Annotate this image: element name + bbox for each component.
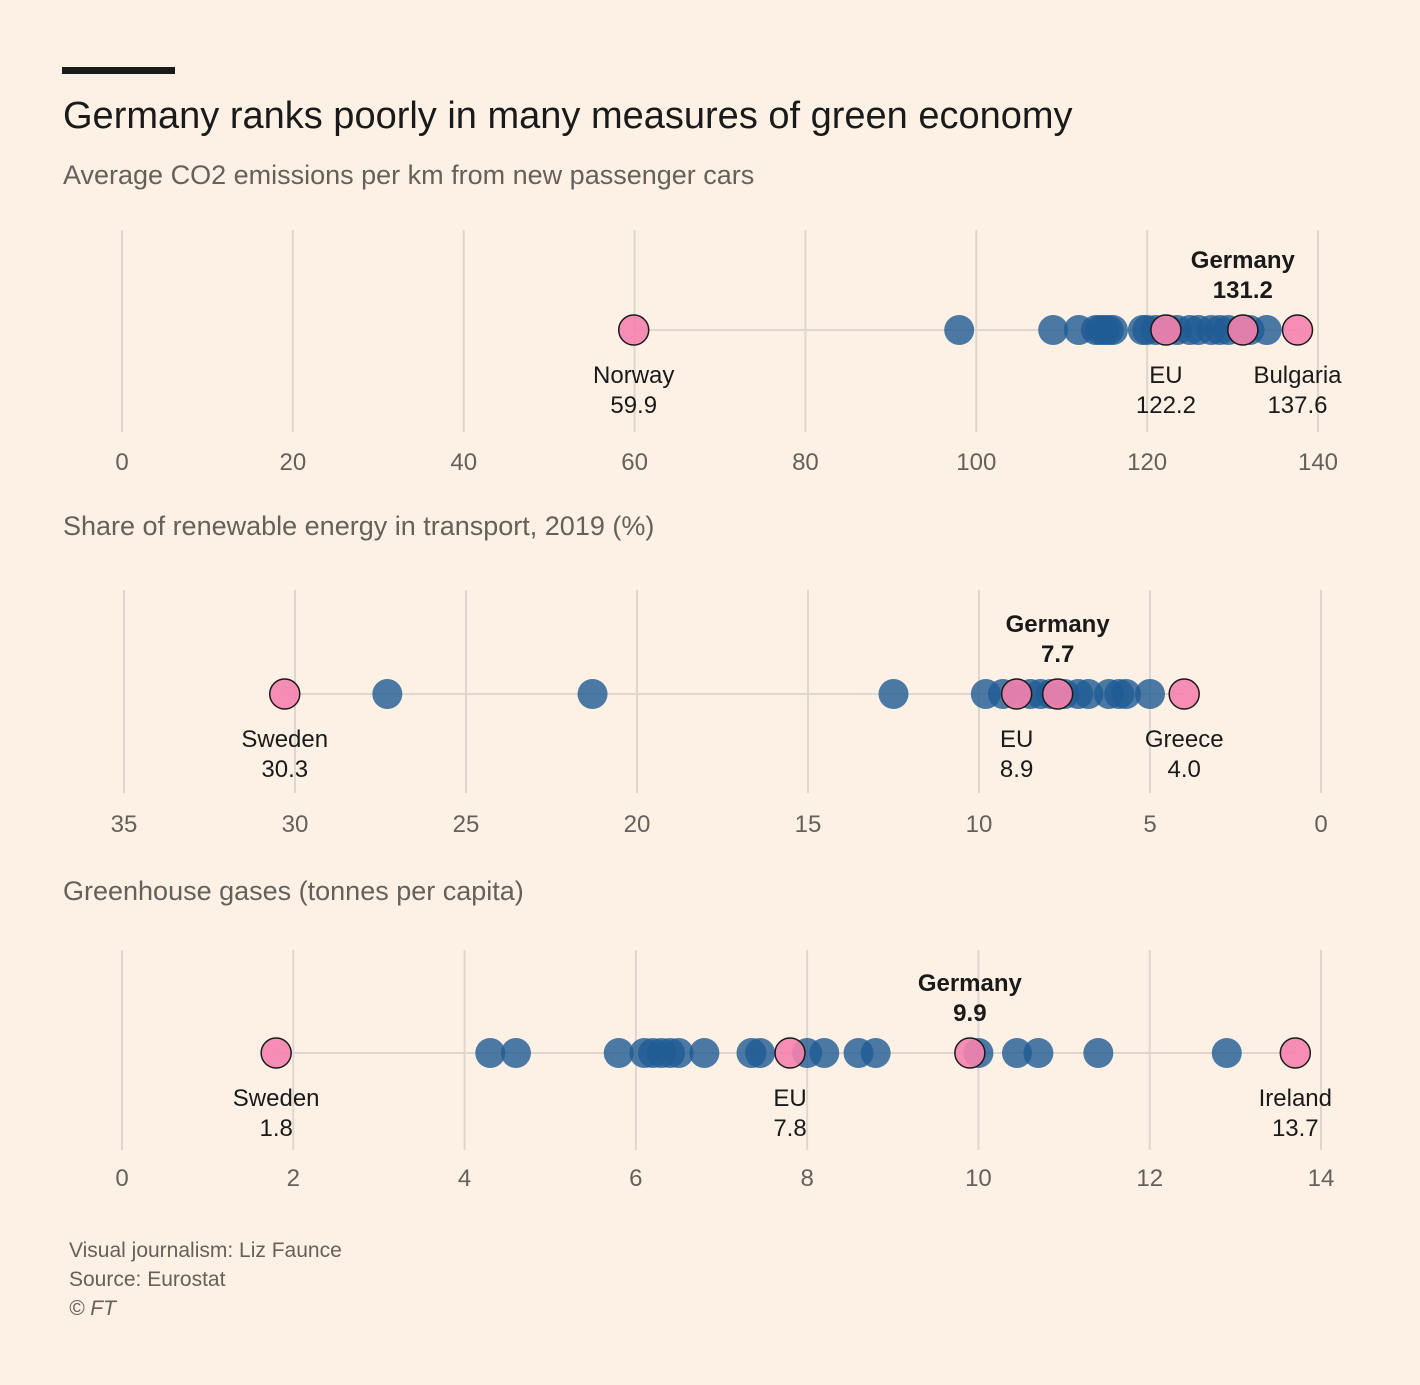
highlight-name-label: Sweden	[233, 1085, 320, 1112]
country-dot	[689, 1038, 720, 1068]
highlight-name-label: EU	[1000, 726, 1033, 753]
x-tick-label: 14	[1308, 1165, 1335, 1192]
x-tick-label: 6	[629, 1165, 642, 1192]
highlight-value-label: 8.9	[1000, 756, 1033, 783]
country-dot	[372, 679, 403, 709]
country-dot	[745, 1038, 776, 1068]
x-tick-label: 15	[795, 811, 822, 838]
country-dot	[1211, 1038, 1242, 1068]
country-dot	[809, 1038, 840, 1068]
panel-2-title: Share of renewable energy in transport, …	[63, 511, 655, 541]
highlight-value-label: 59.9	[610, 392, 657, 419]
highlight-value-label: 7.7	[1041, 641, 1074, 668]
country-dot	[1083, 1038, 1114, 1068]
chart-title: Germany ranks poorly in many measures of…	[63, 95, 1073, 137]
highlight-name-label: EU	[1149, 362, 1182, 389]
x-tick-label: 0	[115, 449, 128, 476]
country-dot	[1073, 679, 1104, 709]
source-text: Source: Eurostat	[69, 1268, 226, 1291]
x-tick-label: 4	[458, 1165, 471, 1192]
highlight-value-label: 13.7	[1272, 1115, 1319, 1142]
x-tick-label: 120	[1127, 449, 1167, 476]
highlight-dot-sweden	[260, 1037, 292, 1069]
country-dot	[1038, 315, 1069, 345]
x-tick-label: 2	[287, 1165, 300, 1192]
highlight-dot-eu	[1150, 314, 1182, 346]
x-tick-label: 0	[1314, 811, 1327, 838]
country-dot	[577, 679, 608, 709]
x-tick-label: 40	[450, 449, 477, 476]
x-tick-label: 80	[792, 449, 819, 476]
highlight-name-label: Bulgaria	[1253, 362, 1342, 389]
header-rule	[62, 67, 175, 74]
highlight-dot-eu	[774, 1037, 806, 1069]
highlight-dot-norway	[617, 314, 650, 346]
highlight-value-label: 7.8	[773, 1115, 806, 1142]
credit-text: Visual journalism: Liz Faunce	[69, 1239, 342, 1262]
x-tick-label: 20	[280, 449, 307, 476]
highlight-value-label: 4.0	[1168, 756, 1201, 783]
highlight-value-label: 122.2	[1136, 392, 1196, 419]
country-dot	[1135, 679, 1165, 709]
x-tick-label: 30	[282, 811, 309, 838]
panel-1-title: Average CO2 emissions per km from new pa…	[63, 160, 755, 190]
highlight-value-label: 1.8	[259, 1115, 292, 1142]
country-dot	[1023, 1038, 1054, 1068]
highlight-value-label: 131.2	[1213, 277, 1273, 304]
highlight-name-label: Norway	[593, 362, 674, 389]
highlight-value-label: 9.9	[953, 1000, 986, 1027]
highlight-dot-greece	[1168, 678, 1200, 710]
x-tick-label: 8	[800, 1165, 813, 1192]
highlight-name-label: Greece	[1145, 726, 1224, 753]
highlight-dot-germany	[1227, 314, 1259, 346]
country-dot	[1097, 315, 1128, 345]
x-tick-label: 5	[1143, 811, 1156, 838]
country-dot	[603, 1038, 634, 1068]
copyright-text: © FT	[69, 1297, 116, 1320]
country-dot	[663, 1038, 694, 1068]
highlight-name-label: EU	[773, 1085, 806, 1112]
country-dot	[475, 1038, 506, 1068]
country-dot	[1111, 679, 1142, 709]
country-dot	[860, 1038, 891, 1068]
highlight-dot-germany	[954, 1037, 986, 1069]
x-tick-label: 35	[111, 811, 138, 838]
highlight-name-label: Germany	[918, 970, 1023, 997]
highlight-dot-bulgaria	[1281, 314, 1314, 346]
highlight-dot-sweden	[268, 678, 301, 710]
highlight-name-label: Germany	[1006, 611, 1111, 638]
highlight-name-label: Germany	[1191, 247, 1296, 274]
x-tick-label: 25	[453, 811, 480, 838]
country-dot	[500, 1038, 531, 1068]
panel-3-title: Greenhouse gases (tonnes per capita)	[63, 876, 524, 906]
highlight-name-label: Ireland	[1259, 1085, 1332, 1112]
x-tick-label: 0	[115, 1165, 128, 1192]
x-tick-label: 60	[621, 449, 648, 476]
country-dot	[1001, 1038, 1032, 1068]
x-tick-label: 10	[966, 811, 993, 838]
country-dot	[944, 315, 975, 345]
highlight-dot-eu	[1000, 678, 1033, 710]
x-tick-label: 20	[624, 811, 651, 838]
highlight-value-label: 137.6	[1267, 392, 1327, 419]
highlight-dot-ireland	[1279, 1037, 1312, 1069]
country-dot	[878, 679, 909, 709]
x-tick-label: 10	[965, 1165, 992, 1192]
footer: Visual journalism: Liz Faunce Source: Eu…	[69, 1236, 342, 1323]
highlight-dot-germany	[1041, 678, 1074, 710]
country-dot	[1251, 315, 1282, 345]
x-tick-label: 140	[1298, 449, 1338, 476]
highlight-name-label: Sweden	[241, 726, 328, 753]
x-tick-label: 100	[956, 449, 996, 476]
x-tick-label: 12	[1136, 1165, 1163, 1192]
highlight-value-label: 30.3	[261, 756, 308, 783]
